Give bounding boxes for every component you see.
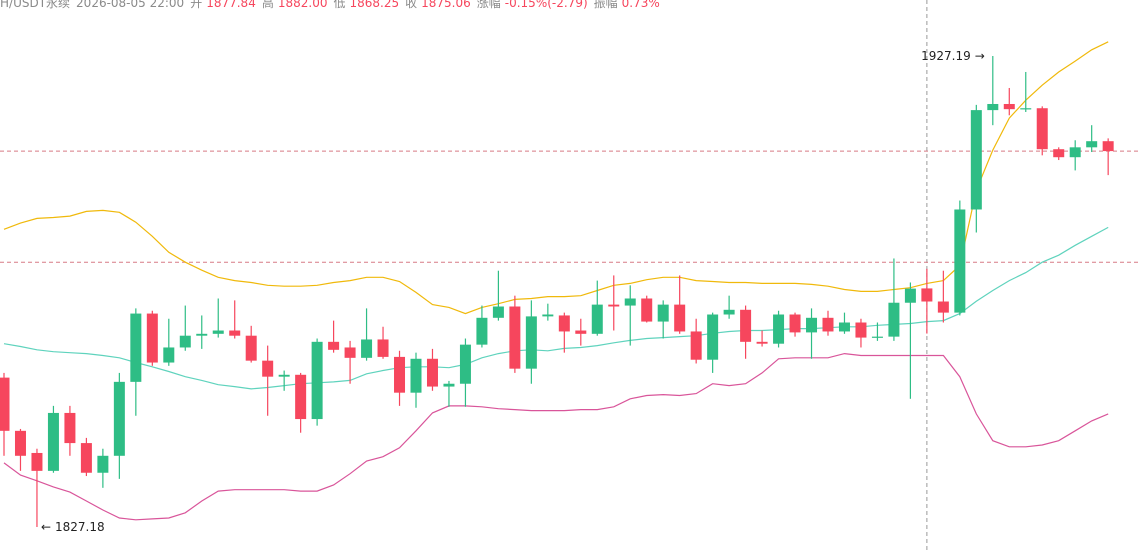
field-label: 收 — [405, 0, 417, 10]
candle-body — [426, 358, 438, 387]
candle-body — [1020, 108, 1032, 110]
candle-body — [740, 309, 752, 342]
candle-body — [80, 443, 92, 473]
candle-body — [212, 330, 224, 334]
header: H/USDT永续 2026-08-05 22:00 开 1877.84 高 1882.00… — [0, 0, 660, 10]
candle-body — [64, 412, 76, 444]
candle-body — [328, 341, 340, 350]
candle-body — [459, 344, 471, 384]
candle-body — [855, 322, 867, 338]
candle-body — [822, 317, 834, 332]
candle-body — [871, 336, 883, 338]
candle-body — [0, 377, 10, 431]
candle-body — [113, 381, 125, 456]
candle-body — [674, 304, 686, 332]
candle-body — [179, 335, 191, 348]
candle-body — [361, 339, 373, 358]
candle-body — [789, 314, 801, 333]
candle-body — [1036, 108, 1048, 150]
labels: 1927.19 → ← 1827.18 — [41, 49, 985, 534]
candle-body — [1053, 149, 1065, 158]
candle-body — [690, 331, 702, 360]
candle-body — [558, 315, 570, 332]
candle-body — [47, 412, 59, 471]
candle-body — [641, 298, 653, 322]
candle-body — [196, 333, 208, 336]
candle-body — [492, 306, 504, 318]
candle-body — [970, 110, 982, 210]
candle-body — [921, 288, 933, 302]
candle-body — [476, 317, 488, 345]
arrow: ← — [41, 520, 51, 534]
candle-body — [163, 347, 175, 363]
candle-body — [344, 347, 356, 358]
candle-body — [1086, 141, 1098, 148]
bands — [3, 41, 1109, 521]
candle-body — [229, 330, 241, 336]
field-label: 高 — [262, 0, 274, 10]
low-value: 1827.18 — [55, 520, 105, 534]
candle-body — [954, 209, 966, 313]
candle-body — [1069, 147, 1081, 158]
field-value: 1877.84 — [206, 0, 256, 10]
candle-body — [657, 304, 669, 322]
candle-body — [1003, 103, 1015, 110]
candle-body — [937, 301, 949, 313]
candle-body — [146, 313, 158, 363]
arrow: → — [975, 49, 985, 63]
candle-body — [525, 316, 537, 369]
candle-body — [624, 298, 636, 306]
candle-body — [262, 360, 274, 377]
candle-body — [245, 335, 257, 361]
field-value: 0.73% — [622, 0, 660, 10]
field-value: -0.15%(-2.79) — [505, 0, 588, 10]
symbol: H/USDT永续 — [0, 0, 70, 10]
time: 2026-08-05 22:00 — [76, 0, 184, 10]
band-line — [3, 352, 1109, 521]
candle-body — [14, 430, 26, 456]
candle-body — [575, 330, 587, 334]
field-label: 低 — [333, 0, 345, 10]
candle-body — [311, 341, 323, 420]
candle-body — [295, 374, 307, 420]
candle-body — [509, 306, 521, 369]
candle-body — [377, 339, 389, 357]
field-label: 开 — [190, 0, 202, 10]
candle-body — [394, 356, 406, 393]
field-value: 1868.25 — [349, 0, 399, 10]
high-value: 1927.19 — [921, 49, 971, 63]
candle-body — [987, 103, 999, 111]
candle-body — [278, 374, 290, 377]
candle-body — [130, 313, 142, 382]
candle-body — [591, 304, 603, 334]
candle-body — [542, 314, 554, 317]
field-label: 振幅 — [594, 0, 618, 10]
candle-body — [707, 314, 719, 360]
band-line — [3, 226, 1109, 390]
candle-body — [888, 302, 900, 337]
candle-body — [97, 455, 109, 473]
candle-body — [756, 341, 768, 344]
candle-body — [806, 317, 818, 333]
low-label: ← 1827.18 — [41, 520, 105, 534]
candle-body — [723, 309, 735, 315]
candle-body — [608, 304, 620, 307]
candle-body — [410, 358, 422, 393]
candle-body — [1102, 141, 1114, 152]
candles — [0, 56, 1114, 527]
field-value: 1882.00 — [278, 0, 328, 10]
candle-body — [443, 383, 455, 387]
candle-body — [904, 288, 916, 303]
candle-body — [773, 314, 785, 344]
candle-body — [838, 322, 850, 332]
band-line — [3, 41, 1109, 315]
high-label: 1927.19 → — [921, 49, 985, 63]
candle-body — [31, 452, 43, 471]
field-label: 涨幅 — [477, 0, 501, 10]
field-value: 1875.06 — [421, 0, 471, 10]
